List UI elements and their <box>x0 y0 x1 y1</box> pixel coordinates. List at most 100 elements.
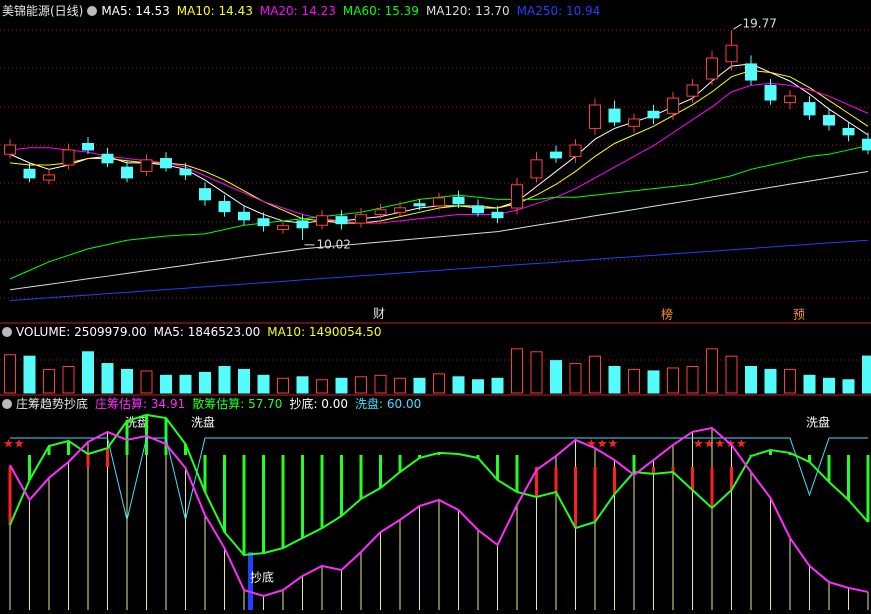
candle-body <box>745 63 757 81</box>
annotation-arrow <box>733 23 742 30</box>
volume-bar <box>823 377 835 394</box>
volume-legend: VOLUME: 2509979.00 MA5: 1846523.00 MA10: 1… <box>2 325 395 339</box>
volume-bar <box>82 351 94 394</box>
candle-body <box>511 184 523 209</box>
candle-body <box>296 220 309 229</box>
legend-entry: 洗盘: 60.00 <box>355 397 422 411</box>
candle-body <box>823 115 835 126</box>
candle-body <box>413 203 426 207</box>
volume-bar <box>745 366 757 394</box>
legend: 庄筹估算: 34.91 散筹估算: 57.70 抄底: 0.00 洗盘: 60.00 <box>95 397 428 411</box>
volume-bar <box>647 370 660 394</box>
candle-body <box>394 207 406 213</box>
icon <box>2 399 12 409</box>
volume-bar <box>218 366 231 394</box>
candle-body <box>277 225 289 231</box>
volume-bar <box>608 366 621 394</box>
candle-body <box>706 57 718 80</box>
candle-body <box>608 108 621 123</box>
legend-entry: 庄筹估算: 34.91 <box>95 397 186 411</box>
volume-bar <box>296 376 309 394</box>
candle-body <box>472 205 484 214</box>
volume-bar <box>628 368 640 394</box>
legend-entry: MA250: 10.94 <box>516 4 601 18</box>
candle-body <box>140 159 153 172</box>
volume-bar <box>511 348 523 394</box>
candle-body <box>491 211 504 219</box>
legend-entry: MA5: 14.53 <box>101 4 170 18</box>
ma-line <box>9 170 869 291</box>
candle-body <box>179 168 192 176</box>
candle-body <box>725 44 738 63</box>
candle-body <box>433 197 445 207</box>
volume-bar <box>667 367 679 394</box>
legend-entry: 散筹估算: 57.70 <box>192 397 283 411</box>
annotation: 抄底 <box>250 570 274 585</box>
volume-bar <box>238 368 250 394</box>
candle-body <box>569 144 582 157</box>
volume-bar <box>62 366 75 394</box>
candle-body <box>82 142 94 151</box>
legend-entry: MA10: 1490054.50 <box>267 325 382 339</box>
volume-bar <box>413 377 426 394</box>
volume-bar <box>257 374 270 394</box>
volume-bar <box>472 379 484 394</box>
legend-entry: 抄底: 0.00 <box>289 397 349 411</box>
volume-bar <box>530 351 543 394</box>
candle-body <box>62 149 75 166</box>
volume-bar <box>784 368 796 394</box>
legend-entry: VOLUME: 2509979.00 <box>16 325 147 339</box>
candle-body <box>4 144 16 155</box>
candle-body <box>218 201 231 213</box>
candle-body <box>530 159 543 179</box>
candle-body <box>23 168 36 179</box>
annotation: 洗盘 <box>806 415 830 430</box>
candle-body <box>667 97 679 114</box>
volume-bar <box>140 370 153 394</box>
candle-body <box>647 110 660 119</box>
candle-body <box>628 118 640 127</box>
volume-bar <box>355 376 367 394</box>
volume-bar <box>121 368 133 394</box>
volume-bar <box>862 355 871 394</box>
candle-body <box>374 209 387 215</box>
candle-body <box>686 84 699 97</box>
annotation: 洗盘 <box>125 415 149 430</box>
volume-bar <box>706 348 718 394</box>
candle-body <box>355 214 367 224</box>
volume-bar <box>199 371 211 394</box>
candle-body <box>257 218 270 227</box>
annotation: 19.77 <box>743 17 777 31</box>
candle-body <box>199 188 211 201</box>
volume-bar <box>803 374 816 394</box>
icon <box>87 6 98 16</box>
volume-bar <box>569 363 582 394</box>
icon <box>2 327 12 337</box>
volume-bar <box>335 377 348 394</box>
candle-body <box>764 84 777 101</box>
event-marker: 财 <box>373 307 385 321</box>
legend-entry: MA120: 13.70 <box>425 4 510 18</box>
candle-body <box>238 211 250 221</box>
indicator-legend: 庄筹趋势抄底 庄筹估算: 34.91 散筹估算: 57.70 抄底: 0.00 洗盘: … <box>2 397 435 411</box>
volume-bar <box>550 360 562 394</box>
volume-bar <box>452 376 465 394</box>
panel-title: 庄筹趋势抄底 <box>16 397 89 411</box>
volume-bar <box>277 377 289 394</box>
legend-entry: MA60: 15.39 <box>342 4 419 18</box>
ma-line <box>9 82 869 224</box>
event-marker: 榜 <box>661 307 673 322</box>
candle-body <box>101 153 114 164</box>
legend: VOLUME: 2509979.00 MA5: 1846523.00 MA10: 1… <box>16 325 388 339</box>
legend: MA5: 14.53 MA10: 14.43 MA20: 14.23 MA60: 15… <box>101 4 607 18</box>
candle-body <box>452 196 465 205</box>
candle-body <box>121 166 133 179</box>
candle-body <box>784 95 796 104</box>
volume-bar <box>589 355 601 394</box>
candle-body <box>842 127 855 136</box>
event-marker: 预 <box>793 308 805 322</box>
candle-body <box>589 104 601 129</box>
